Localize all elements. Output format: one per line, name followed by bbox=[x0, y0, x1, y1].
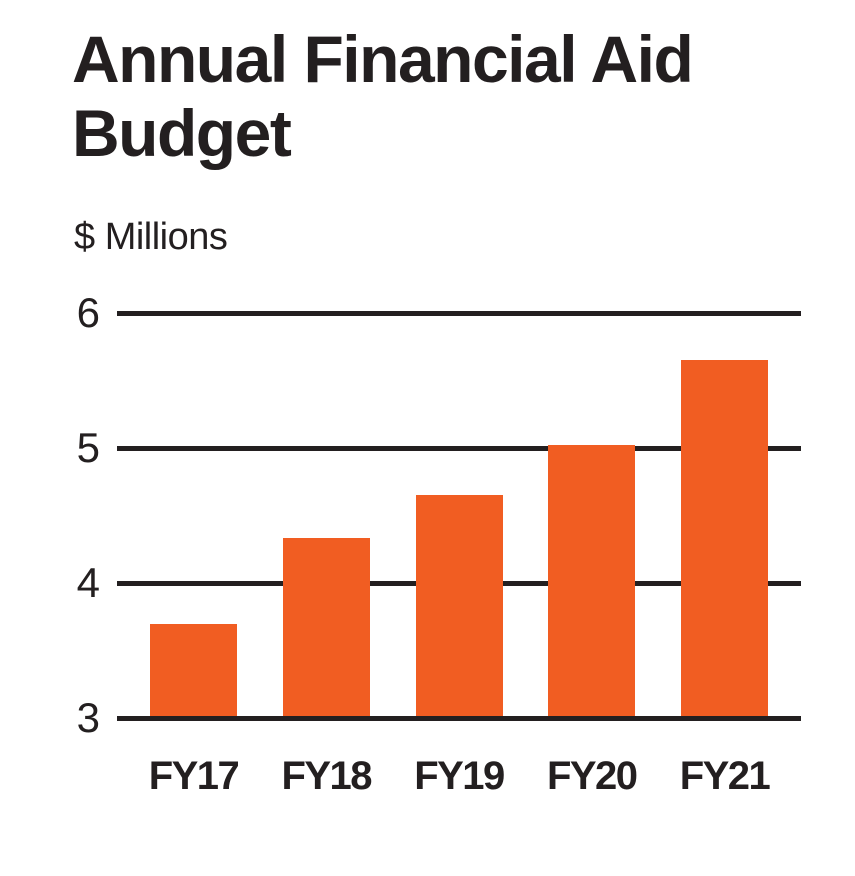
y-tick-label-3: 3 bbox=[76, 694, 100, 741]
x-tick-label-fy20: FY20 bbox=[546, 754, 638, 798]
x-tick-label-fy17: FY17 bbox=[148, 754, 240, 798]
bar-fy17 bbox=[150, 623, 237, 718]
bar-fy18 bbox=[282, 538, 370, 718]
gridline-3 bbox=[117, 715, 801, 721]
chart-title-line-2: Budget bbox=[72, 96, 292, 170]
gridline-6 bbox=[117, 310, 801, 316]
bar-fy20 bbox=[548, 445, 636, 718]
y-tick-label-5: 5 bbox=[76, 424, 100, 471]
x-tick-label-fy18: FY18 bbox=[281, 754, 372, 798]
y-tick-label-4: 4 bbox=[76, 559, 100, 606]
bar-fy21 bbox=[681, 360, 768, 718]
chart-title: Annual Financial Aid Budget bbox=[72, 22, 694, 170]
bar-fy19 bbox=[415, 495, 503, 718]
y-tick-label-6: 6 bbox=[76, 289, 100, 336]
y-axis-unit-label: $ Millions bbox=[74, 216, 228, 258]
gridline-5 bbox=[117, 445, 801, 451]
x-tick-label-fy19: FY19 bbox=[414, 754, 505, 798]
chart-title-line-1: Annual Financial Aid bbox=[72, 22, 694, 96]
x-tick-label-fy21: FY21 bbox=[679, 754, 771, 798]
